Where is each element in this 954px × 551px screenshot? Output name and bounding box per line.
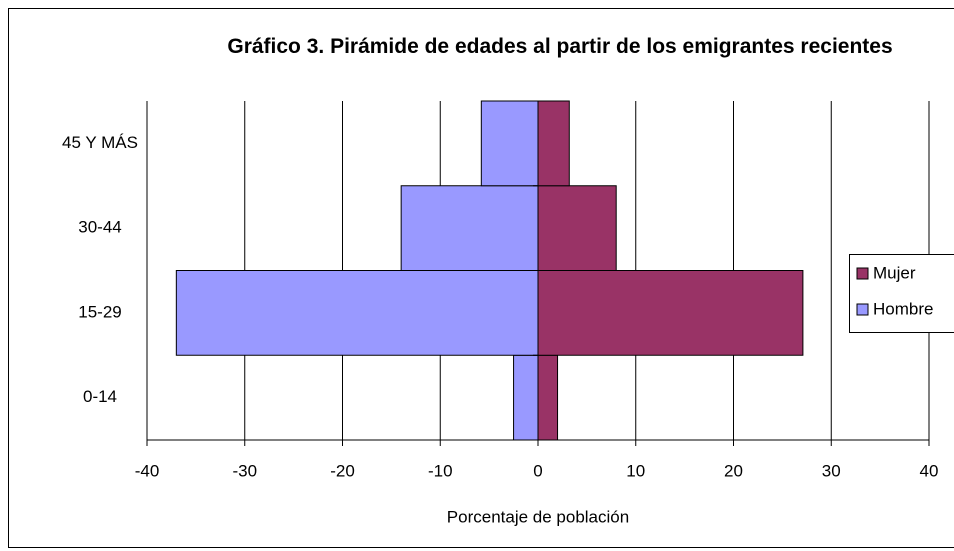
y-tick-label: 0-14 (83, 387, 117, 406)
bar (175, 270, 539, 356)
x-tick-label: 40 (920, 461, 939, 480)
x-axis-label: Porcentaje de población (447, 507, 629, 526)
x-tick-label: 20 (724, 461, 743, 480)
x-tick-label: -10 (428, 461, 453, 480)
x-tick-label: -40 (135, 461, 160, 480)
bar (400, 185, 539, 271)
bar (537, 185, 617, 271)
x-tick-label: -30 (232, 461, 257, 480)
legend-swatch (856, 303, 869, 316)
bar (537, 354, 559, 441)
bar (480, 100, 539, 187)
legend-label: Hombre (873, 299, 933, 318)
bar (537, 270, 804, 356)
bar (513, 354, 539, 441)
x-tick-label: -20 (330, 461, 355, 480)
chart-title: Gráfico 3. Pirámide de edades al partir … (227, 35, 893, 58)
y-tick-label: 30-44 (78, 218, 121, 237)
y-tick-label: 15-29 (78, 302, 121, 321)
x-tick-label: 0 (533, 461, 542, 480)
bar (537, 100, 570, 187)
legend-swatch (856, 267, 869, 280)
x-tick-label: 30 (822, 461, 841, 480)
y-tick-label: 45 Y MÁS (62, 133, 138, 152)
x-tick-label: 10 (626, 461, 645, 480)
legend-label: Mujer (873, 263, 916, 282)
